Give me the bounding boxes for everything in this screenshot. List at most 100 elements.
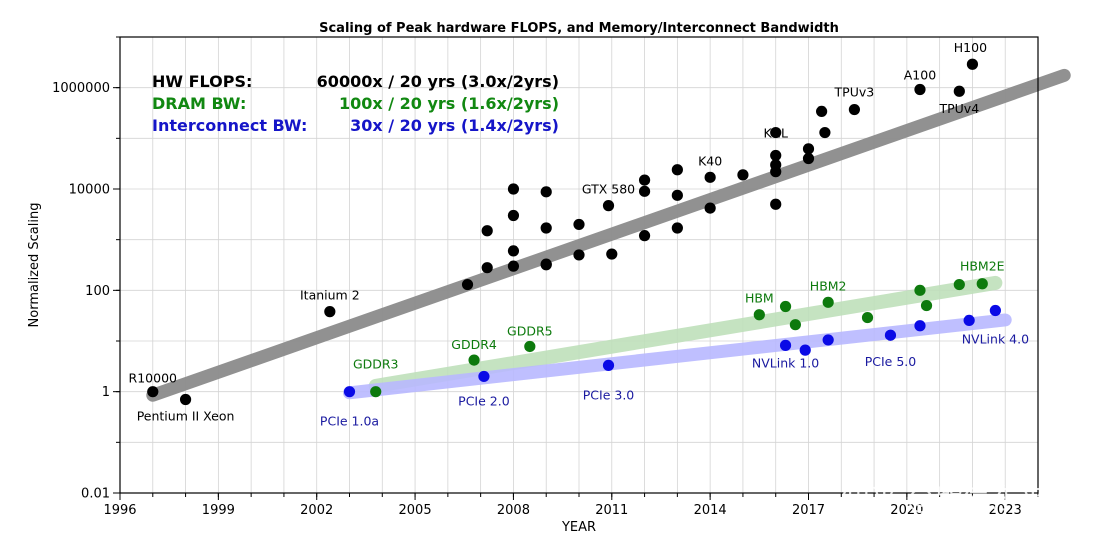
- data-point: [737, 169, 749, 181]
- data-point: [540, 259, 552, 271]
- data-point: [540, 186, 552, 198]
- point-label: PCIe 1.0a: [320, 414, 379, 429]
- x-tick-label: 2017: [792, 503, 825, 518]
- data-point: [704, 202, 716, 214]
- data-point: [602, 200, 615, 212]
- data-point: [179, 393, 192, 406]
- data-point: [914, 83, 926, 96]
- data-point: [638, 174, 651, 186]
- data-point: [638, 185, 651, 197]
- data-point: [822, 334, 834, 346]
- summary-annotations: HW FLOPS: 60000x / 20 yrs (3.0x/2yrs) DRAM…: [152, 72, 559, 135]
- data-point: [770, 149, 782, 162]
- point-label: TPUv4: [938, 101, 979, 116]
- data-point: [802, 143, 815, 155]
- trend-band: [368, 275, 1003, 393]
- data-point: [779, 300, 792, 313]
- summary-label: Interconnect BW:: [152, 116, 307, 135]
- data-points: [147, 58, 1001, 406]
- data-point: [789, 319, 801, 331]
- axis-ticks: 1996 1999 2002 2005 2008 2011 2014 2017 2020 2023…: [52, 36, 1039, 518]
- data-point: [884, 329, 897, 341]
- data-point: [481, 262, 493, 274]
- data-point: [343, 386, 356, 398]
- point-label: HBM2: [810, 278, 847, 293]
- data-point: [770, 198, 782, 210]
- data-point: [524, 340, 536, 353]
- x-tick-label: 1999: [202, 503, 235, 518]
- trend-band: [146, 68, 1071, 402]
- data-point: [914, 320, 926, 332]
- data-point: [324, 306, 336, 318]
- data-point: [819, 126, 831, 139]
- point-label: Pentium II Xeon: [137, 409, 235, 424]
- x-tick-label: 2023: [989, 503, 1022, 518]
- data-point: [799, 344, 811, 356]
- x-tick-label: 2002: [300, 503, 333, 518]
- data-point: [848, 103, 861, 116]
- y-tick-label: 1000000: [52, 81, 110, 96]
- watermark: 知乎 @紫气东来: [842, 482, 1047, 515]
- data-point: [704, 171, 716, 183]
- data-point: [461, 278, 474, 291]
- data-point: [770, 159, 782, 171]
- data-point: [507, 209, 520, 222]
- point-label: NVLink 4.0: [962, 331, 1029, 346]
- point-label: NVLink 1.0: [752, 355, 819, 370]
- point-label: PCIe 3.0: [583, 387, 635, 402]
- data-point: [573, 218, 585, 231]
- point-label: PCIe 2.0: [458, 393, 510, 408]
- y-axis-label: Normalized Scaling: [27, 203, 42, 328]
- point-label: A100: [904, 68, 936, 83]
- data-point: [370, 386, 382, 398]
- data-point: [147, 386, 159, 398]
- x-axis-label: YEAR: [561, 520, 596, 535]
- data-point: [822, 296, 834, 308]
- data-point: [540, 222, 552, 234]
- data-point: [573, 249, 585, 261]
- summary-label: HW FLOPS:: [152, 72, 252, 91]
- data-point: [963, 314, 975, 327]
- data-point: [920, 299, 933, 312]
- data-point: [602, 359, 615, 371]
- point-label: PCIe 5.0: [865, 354, 917, 369]
- point-label: HBM2E: [960, 259, 1005, 274]
- summary-value: 60000x / 20 yrs (3.0x/2yrs): [317, 72, 559, 91]
- x-tick-label: 2008: [497, 503, 530, 518]
- point-label: H100: [954, 40, 987, 55]
- point-label: GDDR4: [451, 337, 497, 352]
- y-tick-label: 100: [85, 284, 110, 299]
- point-label: TPUv3: [834, 85, 875, 100]
- gridlines: [119, 36, 1039, 494]
- x-tick-label: 1996: [103, 503, 136, 518]
- data-point: [989, 304, 1001, 317]
- data-point: [481, 225, 493, 237]
- y-tick-label: 1: [102, 385, 110, 400]
- chart-title: Scaling of Peak hardware FLOPS, and Memo…: [319, 21, 839, 36]
- summary-value: 30x / 20 yrs (1.4x/2yrs): [350, 116, 559, 135]
- data-point: [976, 278, 988, 290]
- data-point: [638, 230, 651, 242]
- y-tick-label: 10000: [69, 183, 110, 198]
- x-tick-label: 2011: [595, 503, 628, 518]
- point-label: KNL: [763, 125, 788, 140]
- data-point: [861, 311, 874, 324]
- data-point: [770, 126, 782, 139]
- data-point: [671, 189, 683, 201]
- point-label: GDDR3: [353, 357, 399, 372]
- y-tick-label: 0.01: [81, 487, 110, 502]
- data-point: [802, 152, 815, 165]
- point-labels: R10000 Pentium II Xeon Itanium 2 GTX 580 K40…: [129, 40, 1030, 428]
- data-point: [478, 370, 490, 383]
- trend-band: [343, 313, 1012, 400]
- data-point: [468, 354, 480, 366]
- point-label: K40: [698, 153, 722, 168]
- x-tick-label: 2005: [399, 503, 432, 518]
- summary-label: DRAM BW:: [152, 94, 246, 113]
- point-label: GTX 580: [582, 182, 635, 197]
- data-point: [671, 222, 683, 234]
- data-point: [671, 164, 683, 176]
- data-point: [914, 284, 926, 296]
- point-label: GDDR5: [507, 323, 553, 338]
